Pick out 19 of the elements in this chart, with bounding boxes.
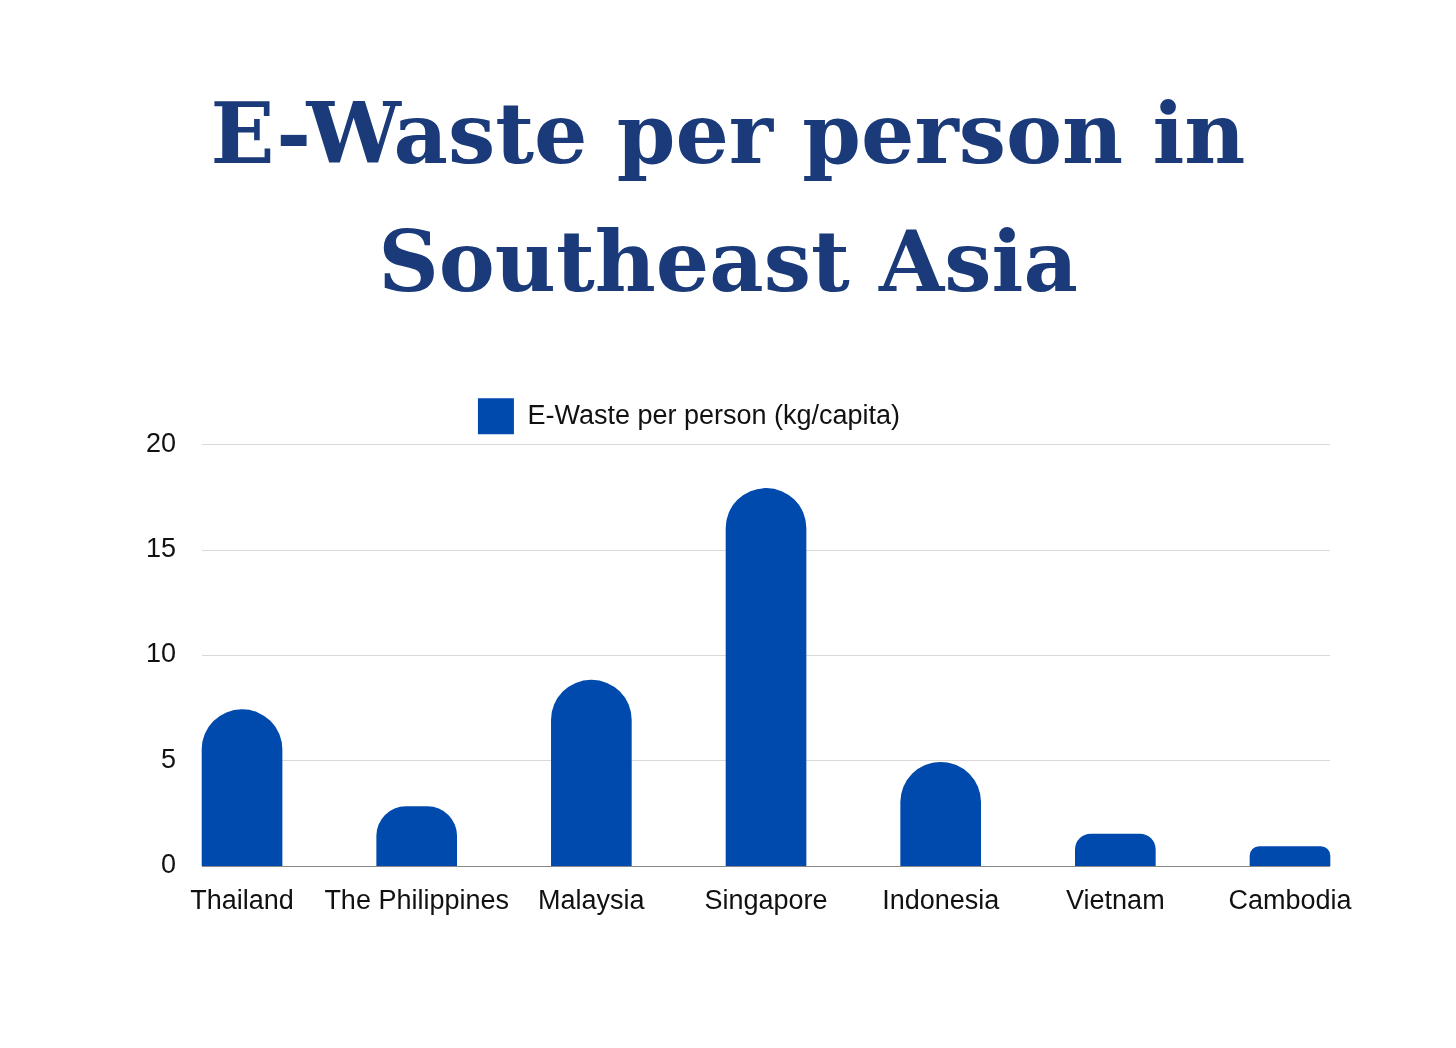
legend-label: E-Waste per person (kg/capita) [527,399,901,430]
x-tick-label: Malaysia [538,885,646,916]
bar [201,709,283,866]
y-tick-label: 15 [145,533,177,563]
chart-title: E-Waste per person in Southeast Asia [209,83,1247,313]
y-tick-label: 5 [161,743,177,774]
bar [1075,833,1156,866]
x-tick-label: Indonesia [882,885,1001,916]
y-tick-label: 10 [145,638,177,669]
bar [1249,846,1331,866]
x-tick-label: Singapore [704,885,828,916]
x-tick-label: The Philippines [324,885,510,916]
bar [725,488,807,866]
bar [551,679,632,866]
y-tick-label: 20 [145,427,177,458]
x-tick-label: Thailand [190,885,294,916]
y-tick-label: 0 [161,849,177,880]
x-tick-label: Vietnam [1066,885,1165,916]
x-tick-label: Cambodia [1228,885,1353,916]
